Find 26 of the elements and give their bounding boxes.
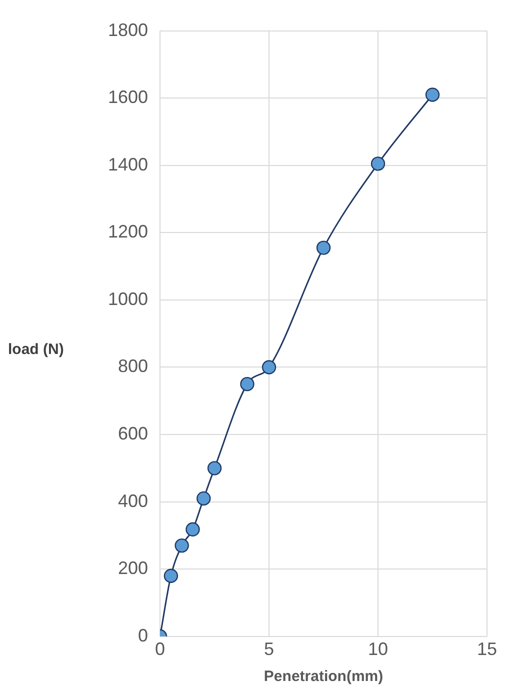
x-tick-label: 5 <box>264 639 274 660</box>
point <box>370 156 386 171</box>
y-axis-title: load (N) <box>8 340 65 358</box>
point <box>262 360 276 374</box>
point <box>164 568 178 583</box>
y-tick-label: 0 <box>138 625 148 646</box>
point <box>174 538 189 553</box>
y-tick-label: 600 <box>118 424 148 444</box>
x-tick-label: 0 <box>155 639 166 660</box>
y-tick-label: 1800 <box>108 20 148 40</box>
y-tick-label: 200 <box>118 558 148 578</box>
x-axis-title: Penetration(mm) <box>264 668 384 686</box>
y-tick-label: 800 <box>118 356 148 376</box>
y-tick-label: 1000 <box>108 288 148 309</box>
x-tick-label: 10 <box>368 639 388 660</box>
point <box>240 376 254 392</box>
x-tick-label: 15 <box>476 639 498 660</box>
y-tick-label: 1200 <box>108 222 148 242</box>
y-tick-label: 1400 <box>108 154 148 174</box>
point <box>186 522 200 537</box>
point <box>316 240 331 255</box>
y-tick-label: 400 <box>118 490 148 511</box>
point <box>196 491 211 506</box>
y-tick-label: 1600 <box>108 87 148 108</box>
point <box>425 88 440 102</box>
point <box>207 461 222 476</box>
